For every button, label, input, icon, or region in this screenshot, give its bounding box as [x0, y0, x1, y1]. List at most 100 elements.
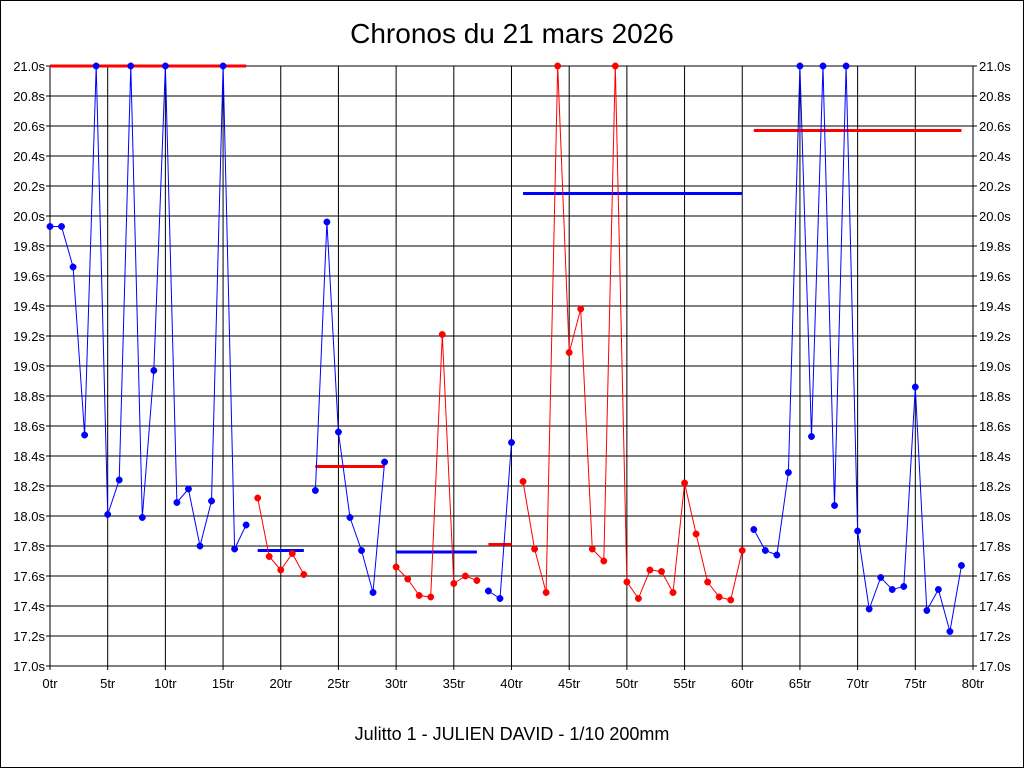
data-point [900, 583, 908, 590]
y-tick-label-left: 19.8s [13, 239, 45, 254]
data-point [92, 62, 100, 70]
data-point [865, 605, 873, 613]
data-point [923, 607, 931, 614]
x-tick-label: 15tr [212, 676, 235, 691]
data-point [161, 62, 169, 70]
x-tick-label: 40tr [500, 676, 523, 691]
data-point [369, 589, 377, 596]
data-point [611, 62, 619, 70]
x-tick-label: 70tr [846, 676, 869, 691]
data-point [946, 628, 954, 635]
data-point [773, 551, 781, 559]
data-point [634, 595, 642, 602]
y-tick-label-left: 17.2s [13, 629, 45, 644]
data-point [761, 547, 769, 554]
data-point [150, 367, 158, 374]
data-point [427, 593, 435, 601]
y-tick-label-left: 17.0s [13, 659, 45, 674]
data-point [404, 575, 412, 583]
data-point [115, 476, 123, 484]
data-point [138, 514, 146, 521]
axis-ticks: 0tr 5tr 10tr 15tr 20tr 25tr 30tr 35tr 40tr 45tr 50… [13, 59, 1011, 691]
series-points [46, 62, 965, 635]
data-point [750, 526, 758, 533]
y-tick-label-left: 20.8s [13, 89, 45, 104]
data-point [623, 578, 631, 586]
x-tick-label: 75tr [904, 676, 927, 691]
data-point [842, 62, 850, 70]
x-tick-label: 0tr [42, 676, 58, 691]
data-point [381, 458, 389, 466]
x-tick-label: 10tr [154, 676, 177, 691]
y-tick-label-right: 18.0s [979, 509, 1011, 524]
data-point [277, 566, 285, 574]
chart-grid [49, 65, 974, 667]
data-point [588, 545, 596, 553]
data-point [346, 514, 354, 521]
y-tick-label-left: 19.4s [13, 299, 45, 314]
y-tick-label-left: 21.0s [13, 59, 45, 74]
y-tick-label-right: 19.6s [979, 269, 1011, 284]
y-tick-label-left: 20.2s [13, 179, 45, 194]
data-point [658, 568, 665, 575]
y-tick-label-left: 18.4s [13, 449, 45, 464]
data-point [438, 331, 446, 338]
x-tick-label: 35tr [443, 676, 466, 691]
data-point [738, 547, 746, 554]
y-tick-label-left: 20.4s [13, 149, 45, 164]
x-tick-label: 50tr [616, 676, 639, 691]
series-line [50, 65, 247, 550]
y-tick-label-right: 20.6s [979, 119, 1011, 134]
x-tick-label: 20tr [270, 676, 293, 691]
data-point [784, 469, 792, 476]
data-point [58, 223, 65, 230]
data-point [600, 557, 608, 565]
data-point [854, 527, 862, 535]
data-point [323, 218, 331, 226]
data-point [727, 596, 735, 604]
data-point [715, 593, 723, 601]
data-point [554, 62, 562, 70]
data-point [934, 586, 942, 593]
y-tick-label-right: 17.8s [979, 539, 1011, 554]
data-point [577, 305, 585, 313]
data-point [81, 431, 89, 439]
data-point [565, 349, 573, 356]
data-point [461, 572, 469, 580]
y-tick-label-right: 18.2s [979, 479, 1011, 494]
y-tick-label-right: 20.4s [979, 149, 1011, 164]
series-lines [50, 65, 962, 632]
y-tick-label-right: 20.2s [979, 179, 1011, 194]
x-tick-label: 5tr [100, 676, 116, 691]
data-point [669, 589, 677, 596]
data-point [208, 497, 215, 505]
data-point [392, 563, 400, 571]
data-point [888, 586, 896, 593]
y-tick-label-right: 18.6s [979, 419, 1011, 434]
series-line [314, 221, 386, 593]
data-point [911, 383, 919, 391]
series-line [488, 442, 512, 600]
data-point [254, 494, 262, 502]
x-tick-label: 30tr [385, 676, 408, 691]
data-point [288, 550, 296, 557]
y-tick-label-left: 17.6s [13, 569, 45, 584]
data-point [104, 511, 112, 518]
data-point [646, 566, 654, 574]
data-point [450, 580, 458, 587]
data-point [496, 595, 504, 602]
y-tick-label-left: 18.0s [13, 509, 45, 524]
y-tick-label-left: 19.0s [13, 359, 45, 374]
data-point [173, 499, 181, 506]
data-point [831, 502, 838, 509]
y-tick-label-left: 18.8s [13, 389, 45, 404]
data-point [519, 478, 527, 485]
data-point [46, 223, 54, 230]
y-tick-label-right: 17.4s [979, 599, 1011, 614]
y-tick-label-right: 19.0s [979, 359, 1011, 374]
series-line [395, 334, 478, 598]
chart-subtitle: Julitto 1 - JULIEN DAVID - 1/10 200mm [355, 724, 670, 744]
y-tick-label-left: 17.4s [13, 599, 45, 614]
y-tick-label-right: 19.4s [979, 299, 1011, 314]
y-tick-label-left: 17.8s [13, 539, 45, 554]
